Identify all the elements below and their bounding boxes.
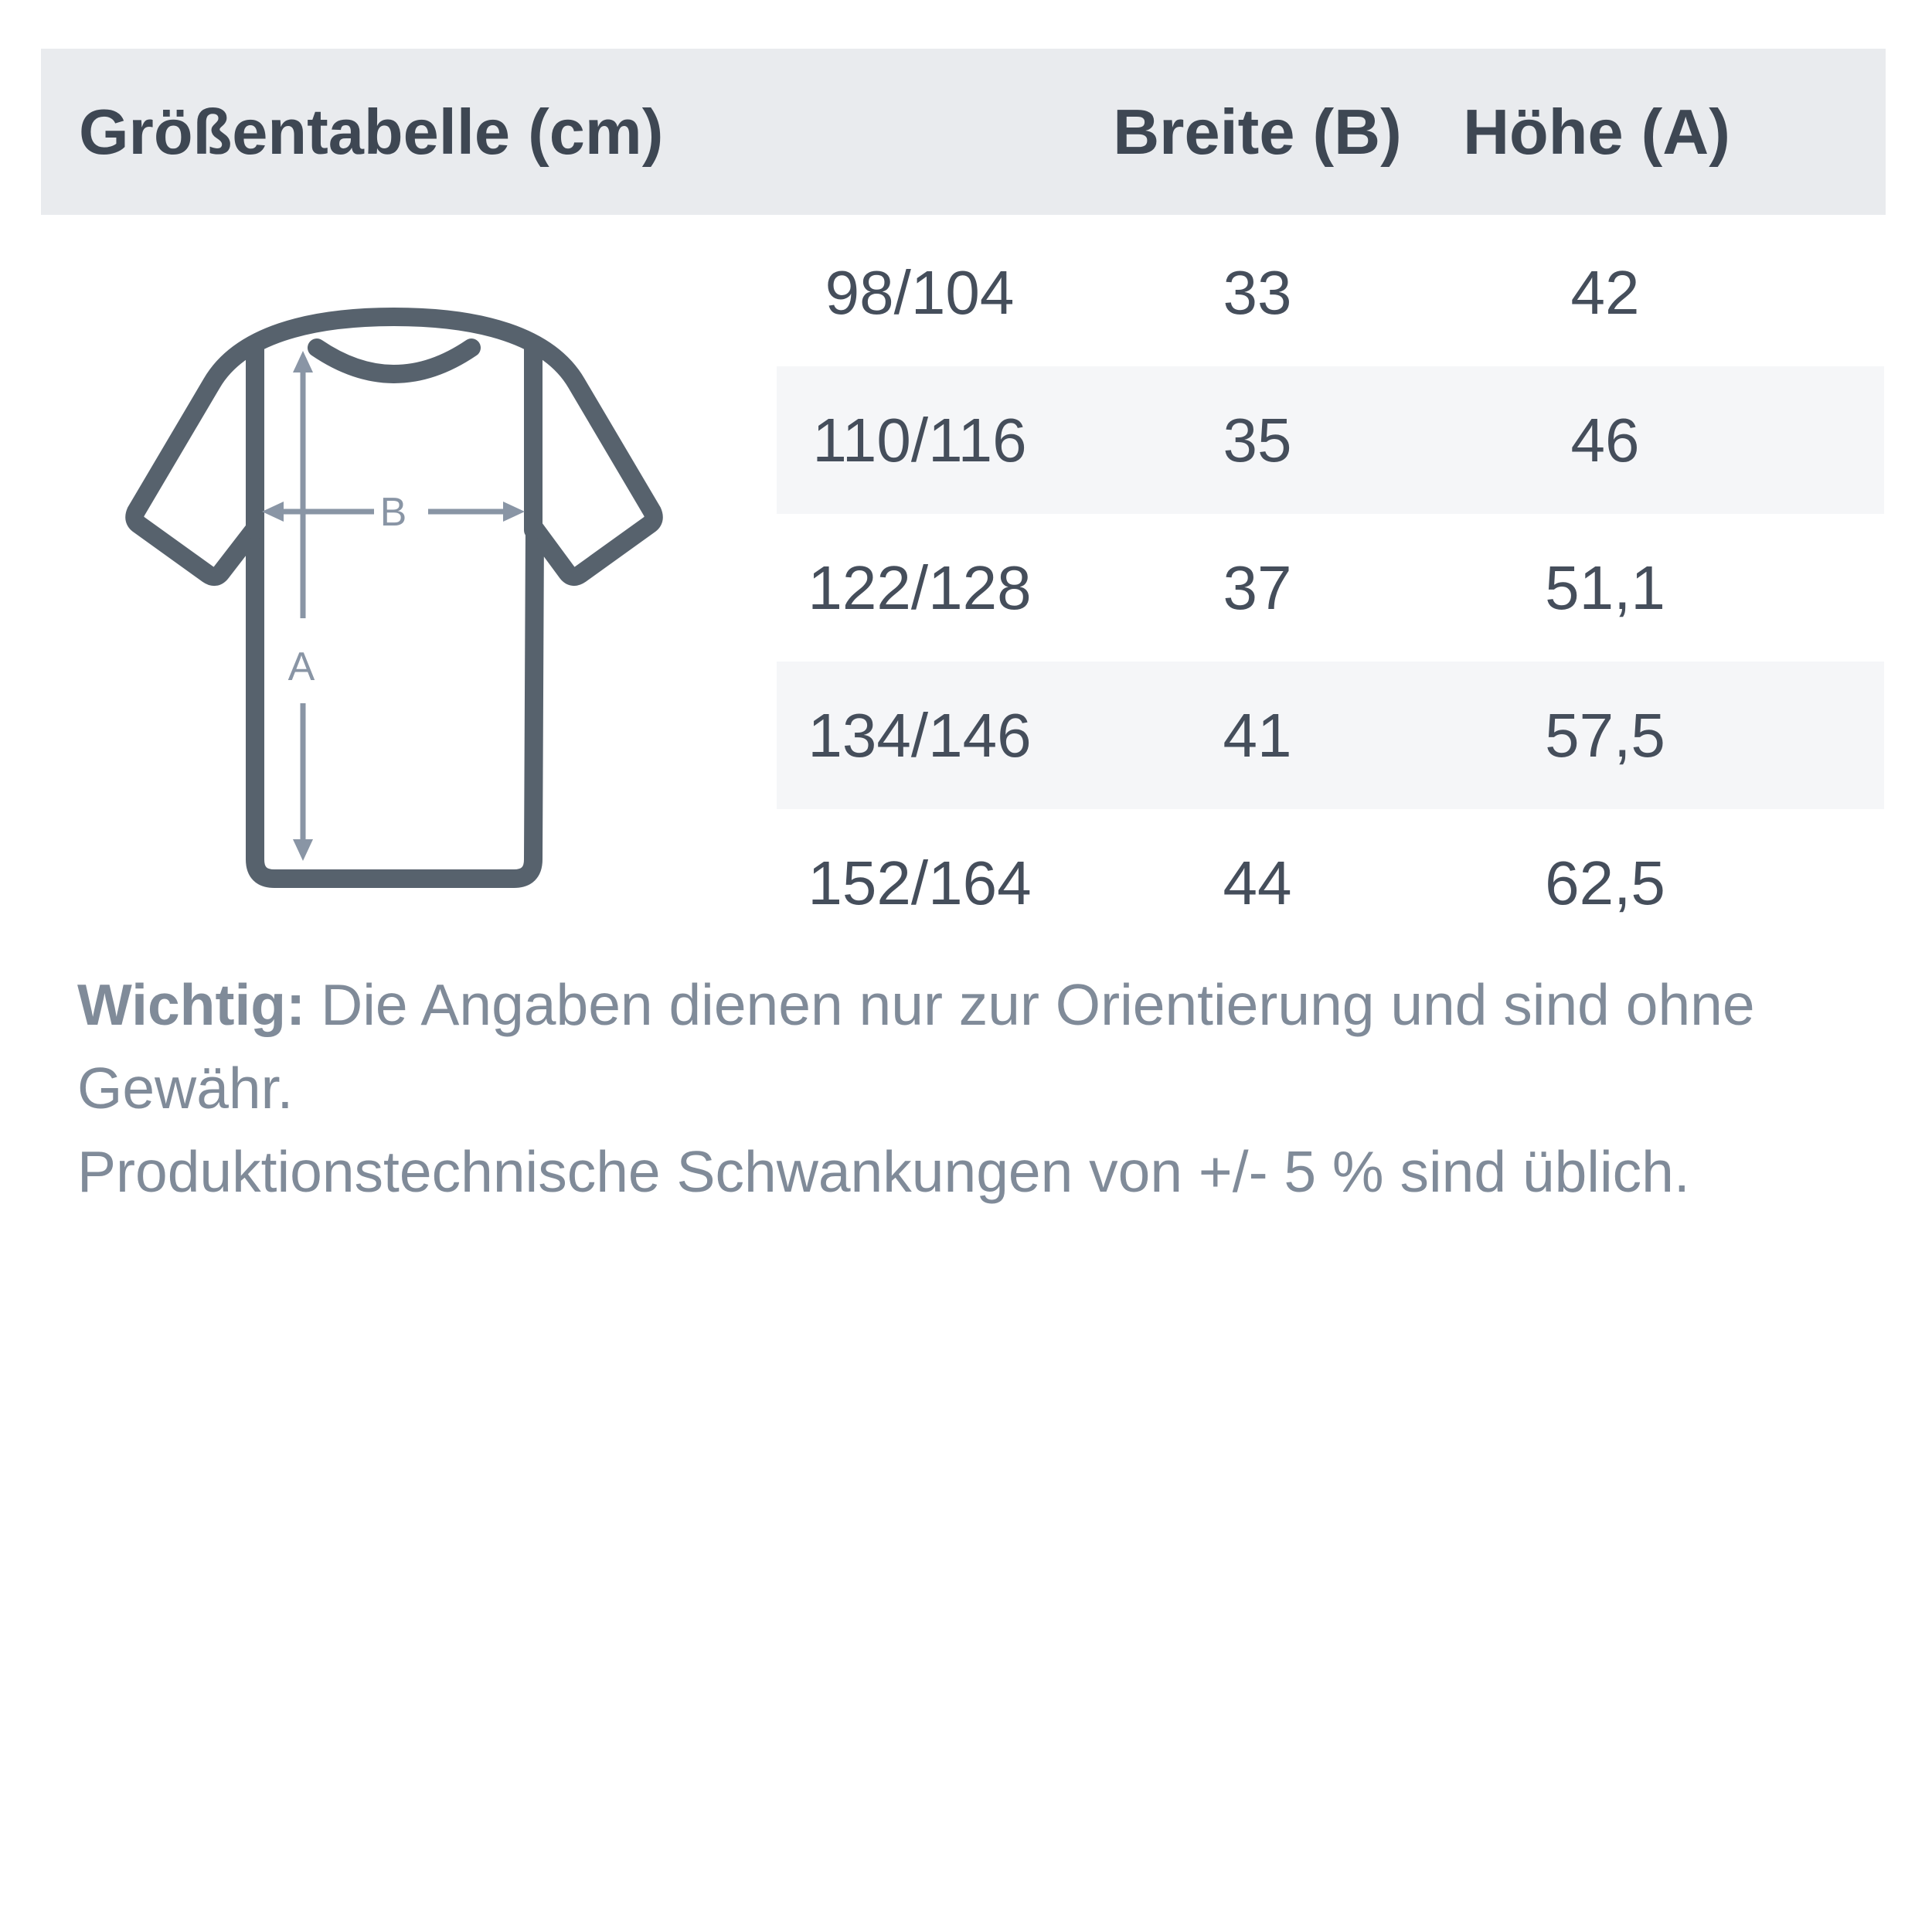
table-row: 152/164 44 62,5 <box>0 809 1932 957</box>
arrow-up-icon <box>293 351 313 372</box>
size-cell: 152/164 <box>808 849 1032 917</box>
tshirt-collar-icon <box>308 338 481 383</box>
column-header-height: Höhe (A) <box>1463 96 1730 168</box>
row-stripe <box>777 662 1884 809</box>
table-row: 134/146 41 57,5 <box>0 662 1932 809</box>
size-cell: 122/128 <box>808 553 1032 622</box>
disclaimer-note: Wichtig: Die Angaben dienen nur zur Orien… <box>77 963 1855 1213</box>
table-header-bar: Größentabelle (cm) Breite (B) Höhe (A) <box>41 49 1886 215</box>
disclaimer-text: Die Angaben dienen nur zur Orientierung … <box>77 972 1755 1121</box>
disclaimer-line-1: Wichtig: Die Angaben dienen nur zur Orien… <box>77 963 1855 1130</box>
height-cell: 57,5 <box>1545 701 1665 770</box>
size-cell: 110/116 <box>812 406 1027 474</box>
width-cell: 41 <box>1223 701 1292 770</box>
table-row: 98/104 33 42 <box>0 219 1932 366</box>
height-cell: 42 <box>1570 258 1640 327</box>
table-row: 110/116 35 46 <box>0 366 1932 514</box>
width-cell: 33 <box>1223 258 1292 327</box>
height-cell: 51,1 <box>1545 553 1665 622</box>
height-cell: 46 <box>1570 406 1640 474</box>
size-cell: 134/146 <box>808 701 1032 770</box>
page-title: Größentabelle (cm) <box>79 96 664 168</box>
tshirt-measurement-diagram: A B <box>125 308 663 888</box>
tshirt-outline-icon <box>125 308 663 888</box>
width-cell: 35 <box>1223 406 1292 474</box>
width-arrow-label: B <box>380 490 407 535</box>
arrow-left-icon <box>262 502 284 522</box>
column-header-width: Breite (B) <box>1113 96 1402 168</box>
row-stripe <box>777 366 1884 514</box>
height-cell: 62,5 <box>1545 849 1665 917</box>
arrow-down-icon <box>293 839 313 861</box>
disclaimer-bold-label: Wichtig: <box>77 972 306 1037</box>
size-cell: 98/104 <box>825 258 1015 327</box>
disclaimer-line-2: Produktionstechnische Schwankungen von +… <box>77 1139 1690 1204</box>
arrow-right-icon <box>503 502 525 522</box>
width-cell: 44 <box>1223 849 1292 917</box>
height-arrow-label: A <box>288 645 315 689</box>
table-row: 122/128 37 51,1 <box>0 514 1932 662</box>
measurement-arrows: A B <box>262 351 525 861</box>
width-cell: 37 <box>1223 553 1292 622</box>
